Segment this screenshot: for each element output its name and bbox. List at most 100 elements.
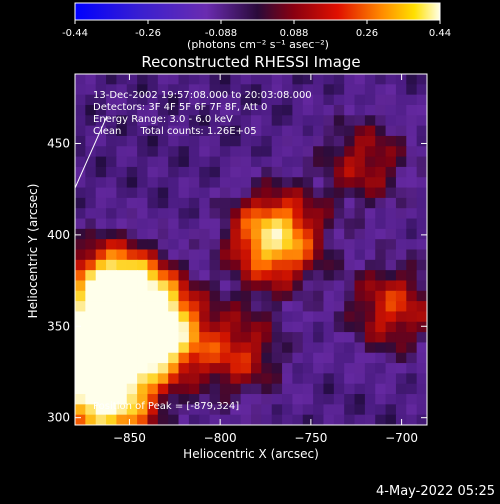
heatmap-cell xyxy=(323,156,335,168)
heatmap-cell xyxy=(106,84,118,96)
heatmap-cell xyxy=(354,187,366,199)
heatmap-cell xyxy=(292,311,304,323)
heatmap-cell xyxy=(416,239,427,251)
heatmap-cell xyxy=(313,249,325,261)
heatmap-cell xyxy=(240,259,252,271)
heatmap-cell xyxy=(271,208,283,220)
heatmap-cell xyxy=(251,208,262,220)
heatmap-cell xyxy=(116,94,128,106)
heatmap-cell xyxy=(137,404,149,416)
heatmap-cell xyxy=(157,135,169,147)
heatmap-cell xyxy=(333,249,345,261)
heatmap-cell xyxy=(364,156,376,168)
heatmap-cell xyxy=(406,166,418,178)
heatmap-cell xyxy=(395,84,407,96)
heatmap-cell xyxy=(251,146,262,158)
heatmap-cell xyxy=(344,404,356,416)
heatmap-cell xyxy=(323,84,335,96)
heatmap-cell xyxy=(364,187,376,199)
heatmap-cell xyxy=(261,342,273,354)
heatmap-cell xyxy=(137,156,149,168)
heatmap-cell xyxy=(240,332,252,344)
heatmap-cell xyxy=(240,187,252,199)
heatmap-cell xyxy=(209,259,221,271)
heatmap-cell xyxy=(333,363,345,374)
heatmap-cell xyxy=(199,125,211,137)
heatmap-cell xyxy=(137,239,149,251)
heatmap-cell xyxy=(157,177,169,189)
heatmap-cell xyxy=(240,104,252,116)
heatmap-cell xyxy=(85,249,97,261)
heatmap-cell xyxy=(333,290,345,302)
heatmap-cell xyxy=(168,74,180,85)
heatmap-cell xyxy=(261,166,273,178)
heatmap-cell xyxy=(416,249,427,261)
heatmap-cell xyxy=(364,218,376,230)
heatmap-cell xyxy=(137,352,149,364)
heatmap-cell xyxy=(406,249,418,261)
heatmap-cell xyxy=(168,177,180,189)
heatmap-cell xyxy=(147,280,159,292)
heatmap-cell xyxy=(95,208,107,220)
heatmap-cell xyxy=(106,135,118,147)
heatmap-cell xyxy=(116,342,128,354)
heatmap-cell xyxy=(199,301,211,313)
heatmap-cell xyxy=(375,84,387,96)
heatmap-cell xyxy=(406,290,418,302)
heatmap-cell xyxy=(313,84,325,96)
heatmap-cell xyxy=(261,125,273,137)
heatmap-cell xyxy=(137,74,149,85)
heatmap-cell xyxy=(344,270,356,282)
heatmap-cell xyxy=(282,249,294,261)
colorbar-tick-labels: -0.44 -0.26 -0.088 0.088 0.26 0.44 xyxy=(62,28,451,39)
heatmap-cell xyxy=(157,342,169,354)
heatmap-cell xyxy=(364,321,376,333)
heatmap-cell xyxy=(344,352,356,364)
heatmap-cell xyxy=(364,259,376,271)
heatmap-cell xyxy=(395,342,407,354)
heatmap-cell xyxy=(157,383,169,395)
heatmap-cell xyxy=(375,249,387,261)
heatmap-cell xyxy=(395,270,407,282)
heatmap-cell xyxy=(282,104,294,116)
heatmap-cell xyxy=(75,135,86,147)
heatmap-cell xyxy=(292,177,304,189)
heatmap-cell xyxy=(240,270,252,282)
heatmap-cell xyxy=(85,332,97,344)
heatmap-cell xyxy=(406,228,418,240)
heatmap-cell xyxy=(375,218,387,230)
heatmap-cell xyxy=(261,363,273,374)
heatmap-cell xyxy=(147,290,159,302)
heatmap-cell xyxy=(209,197,221,209)
heatmap-cell xyxy=(251,414,262,425)
heatmap-cell xyxy=(302,373,314,385)
heatmap-cell xyxy=(416,208,427,220)
heatmap-cell xyxy=(116,249,128,261)
heatmap-cell xyxy=(209,104,221,116)
heatmap-cell xyxy=(116,218,128,230)
heatmap-cell xyxy=(271,177,283,189)
heatmap-cell xyxy=(406,311,418,323)
x-tick-label: −800 xyxy=(204,431,237,445)
heatmap-cell xyxy=(168,301,180,313)
heatmap-cell xyxy=(313,363,325,374)
heatmap-cell xyxy=(178,363,190,374)
heatmap-cell xyxy=(85,115,97,127)
heatmap-cell xyxy=(251,301,262,313)
heatmap-cell xyxy=(416,156,427,168)
heatmap-cell xyxy=(75,74,86,85)
heatmap-cell xyxy=(137,115,149,127)
heatmap-cell xyxy=(85,104,97,116)
heatmap-cell xyxy=(313,290,325,302)
heatmap-cell xyxy=(385,404,397,416)
heatmap-cell xyxy=(106,352,118,364)
heatmap-cell xyxy=(106,187,118,199)
heatmap-cell xyxy=(188,208,200,220)
heatmap-cell xyxy=(178,239,190,251)
heatmap-cell xyxy=(406,352,418,364)
heatmap-cell xyxy=(106,394,118,405)
heatmap-cell xyxy=(354,156,366,168)
heatmap-cell xyxy=(271,135,283,147)
heatmap-cell xyxy=(157,197,169,209)
heatmap-cell xyxy=(168,94,180,106)
